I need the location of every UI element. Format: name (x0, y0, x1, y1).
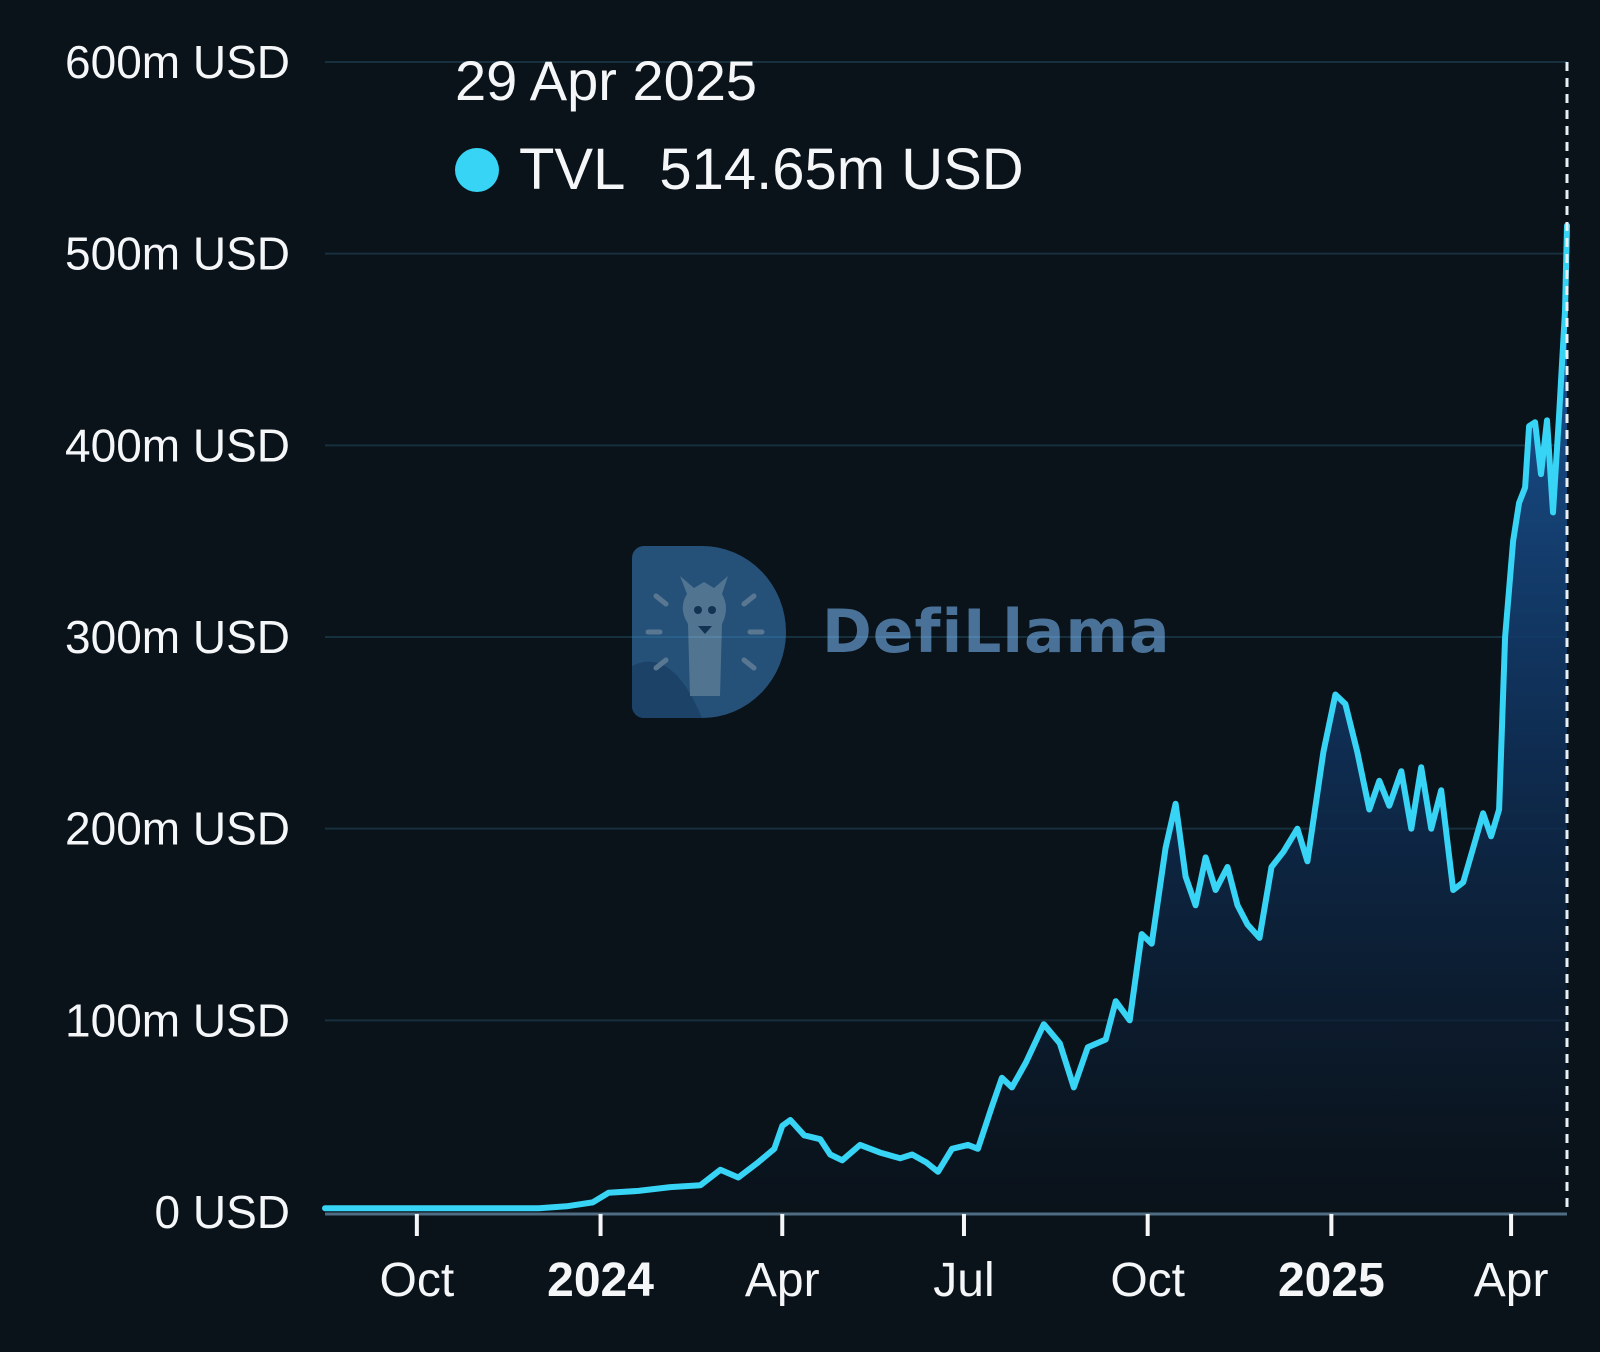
y-axis-labels: 0 USD 100m USD 200m USD 300m USD 400m USD 500… (65, 36, 290, 1238)
tooltip-row: TVL 514.65m USD (455, 136, 1024, 203)
tooltip-date: 29 Apr 2025 (455, 49, 758, 112)
y-tick-label: 600m USD (65, 36, 290, 88)
watermark-text: DefiLlama (822, 597, 1171, 667)
defillama-watermark: DefiLlama (632, 546, 1170, 718)
x-axis-ticks: Oct 2024 Apr Jul Oct 2025 Apr (380, 1214, 1549, 1307)
tvl-line (322, 222, 1570, 1212)
x-tick-label: Apr (745, 1254, 820, 1307)
tooltip-value: 514.65m USD (659, 137, 1024, 202)
x-tick-label: Apr (1474, 1254, 1549, 1307)
series-dot-icon (455, 147, 499, 192)
tooltip-series-name: TVL (519, 137, 626, 202)
x-tick-label: 2025 (1278, 1254, 1385, 1307)
llama-logo-icon (632, 546, 786, 718)
x-tick-label: Oct (1110, 1254, 1185, 1307)
y-tick-label: 300m USD (65, 611, 290, 663)
y-tick-label: 200m USD (65, 803, 290, 855)
y-tick-label: 100m USD (65, 994, 290, 1046)
y-tick-label: 0 USD (155, 1186, 290, 1238)
tvl-area (325, 225, 1567, 1213)
x-tick-label: 2024 (547, 1254, 654, 1307)
tooltip: 29 Apr 2025 TVL 514.65m USD (455, 48, 1024, 203)
y-tick-label: 500m USD (65, 228, 290, 280)
x-tick-label: Jul (933, 1254, 994, 1307)
x-tick-label: Oct (380, 1254, 455, 1307)
y-tick-label: 400m USD (65, 419, 290, 471)
